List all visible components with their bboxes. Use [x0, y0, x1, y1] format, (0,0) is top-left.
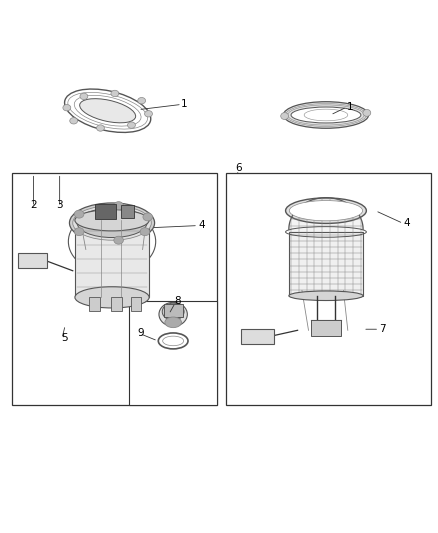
Bar	[121, 205, 134, 217]
Bar	[95, 204, 117, 219]
Ellipse shape	[138, 98, 145, 104]
Ellipse shape	[70, 118, 78, 124]
Bar	[111, 297, 122, 311]
Ellipse shape	[363, 109, 371, 116]
Ellipse shape	[165, 317, 181, 328]
Ellipse shape	[289, 291, 363, 301]
Bar	[241, 329, 274, 344]
Text: 1: 1	[181, 99, 187, 109]
Bar	[289, 232, 363, 296]
Ellipse shape	[114, 236, 124, 244]
Ellipse shape	[80, 99, 136, 123]
Bar	[12, 173, 217, 405]
Ellipse shape	[283, 102, 368, 128]
Text: 4: 4	[198, 220, 205, 230]
Text: 4: 4	[403, 218, 410, 228]
Text: 2: 2	[30, 200, 37, 211]
Bar	[311, 320, 341, 336]
Text: 9: 9	[137, 328, 144, 338]
Ellipse shape	[75, 287, 149, 308]
Ellipse shape	[162, 303, 184, 320]
Ellipse shape	[63, 104, 71, 111]
Ellipse shape	[286, 198, 366, 223]
Ellipse shape	[289, 200, 363, 221]
Ellipse shape	[80, 93, 88, 100]
Ellipse shape	[77, 208, 147, 238]
Ellipse shape	[74, 228, 84, 236]
Ellipse shape	[74, 210, 84, 218]
Bar	[18, 253, 46, 268]
Ellipse shape	[291, 107, 361, 123]
Bar	[130, 301, 217, 405]
Ellipse shape	[75, 209, 149, 231]
Bar	[89, 297, 100, 311]
Text: 7: 7	[379, 324, 386, 334]
Ellipse shape	[140, 228, 150, 236]
Ellipse shape	[70, 203, 155, 243]
Ellipse shape	[111, 90, 119, 96]
Bar	[131, 297, 141, 311]
Polygon shape	[289, 198, 363, 232]
Ellipse shape	[281, 112, 289, 119]
Bar	[163, 304, 183, 317]
Ellipse shape	[159, 302, 187, 326]
Text: 3: 3	[57, 200, 63, 211]
Bar	[75, 220, 149, 297]
Ellipse shape	[73, 206, 151, 240]
Ellipse shape	[143, 213, 152, 221]
Ellipse shape	[127, 122, 135, 128]
Text: 8: 8	[174, 296, 181, 306]
Text: 6: 6	[235, 163, 242, 173]
Ellipse shape	[114, 201, 124, 209]
Text: 1: 1	[346, 102, 353, 112]
Ellipse shape	[145, 110, 152, 117]
Text: 5: 5	[61, 333, 67, 343]
Bar	[226, 173, 431, 405]
Ellipse shape	[96, 125, 104, 131]
